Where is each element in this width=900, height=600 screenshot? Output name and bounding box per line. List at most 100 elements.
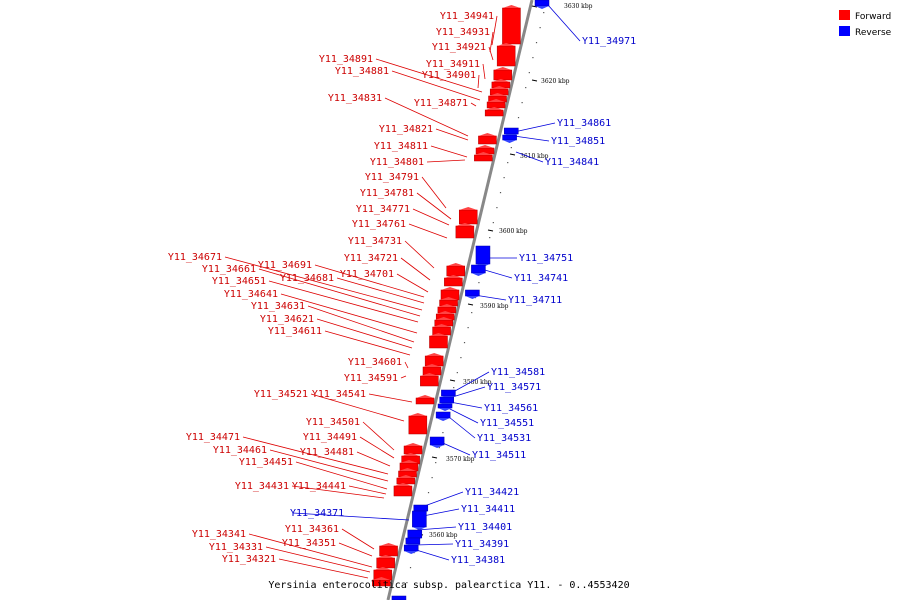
tick-mark	[531, 5, 538, 8]
minor-tick	[406, 582, 408, 584]
forward-gene-arrowhead	[487, 99, 506, 102]
reverse-gene-label: Y11_34751	[519, 253, 573, 264]
reverse-gene-block	[413, 504, 429, 512]
forward-gene-arrowhead	[399, 460, 418, 463]
minor-tick	[427, 492, 430, 494]
reverse-gene-block	[403, 544, 419, 552]
forward-gene-block	[496, 45, 516, 67]
reverse-gene-arrowhead	[436, 418, 451, 421]
forward-gene-label: Y11_34641	[224, 289, 278, 300]
minor-tick	[517, 117, 520, 119]
reverse-gene-label: Y11_34551	[480, 418, 534, 429]
forward-leader-line	[426, 159, 466, 163]
forward-leader-line	[408, 223, 448, 239]
minor-tick	[492, 222, 494, 224]
reverse-gene-label: Y11_34411	[461, 504, 515, 515]
forward-gene-label: Y11_34901	[422, 70, 476, 81]
forward-gene-block	[376, 557, 395, 569]
forward-gene-block	[422, 366, 442, 376]
forward-gene-arrowhead	[398, 468, 417, 471]
minor-tick	[435, 462, 437, 464]
forward-gene-arrowhead	[502, 5, 521, 8]
reverse-gene-label: Y11_34421	[465, 487, 519, 498]
forward-gene-label: Y11_34501	[306, 417, 360, 428]
forward-gene-arrowhead	[491, 79, 510, 82]
forward-gene-label: Y11_34911	[426, 59, 480, 70]
forward-gene-label: Y11_34341	[192, 529, 246, 540]
forward-leader-line	[295, 461, 388, 490]
reverse-leader-line	[416, 526, 457, 531]
forward-gene-label: Y11_34721	[344, 253, 398, 264]
forward-gene-label: Y11_34921	[432, 42, 486, 53]
forward-gene-label: Y11_34681	[280, 273, 334, 284]
minor-tick	[528, 72, 530, 74]
minor-tick	[453, 387, 455, 389]
forward-gene-label: Y11_34491	[303, 432, 357, 443]
forward-leader-line	[265, 546, 371, 573]
forward-gene-block	[429, 335, 448, 349]
minor-tick	[478, 282, 480, 284]
genome-caption: Yersinia enterocolitica subsp. palearcti…	[268, 580, 629, 591]
forward-gene-block	[393, 485, 413, 497]
forward-gene-block	[458, 209, 478, 225]
gene-labels: Y11_34941Y11_34931Y11_34921Y11_34911Y11_…	[168, 11, 636, 566]
forward-leader-line	[268, 280, 419, 323]
forward-leader-line	[307, 305, 415, 343]
forward-gene-label: Y11_34701	[340, 269, 394, 280]
forward-gene-arrowhead	[432, 324, 451, 327]
minor-tick	[539, 27, 541, 29]
forward-gene-arrowhead	[429, 333, 448, 336]
forward-gene-arrowhead	[404, 443, 423, 446]
forward-gene-block	[420, 375, 439, 387]
forward-leader-line	[430, 145, 468, 158]
reverse-gene-label: Y11_34741	[514, 273, 568, 284]
forward-leader-line	[412, 208, 450, 226]
forward-gene-label: Y11_34321	[222, 554, 276, 565]
forward-leader-line	[348, 485, 387, 495]
reverse-gene-block	[439, 396, 454, 404]
forward-gene-block	[424, 355, 444, 367]
forward-gene-label: Y11_34441	[292, 481, 346, 492]
reverse-gene-block	[504, 127, 519, 135]
forward-gene-label: Y11_34931	[436, 27, 490, 38]
minor-tick	[431, 477, 433, 479]
reverse-gene-label: Y11_34971	[582, 36, 636, 47]
reverse-leader-line	[445, 406, 479, 424]
forward-gene-arrowhead	[493, 67, 512, 70]
reverse-gene-block	[465, 289, 480, 297]
forward-gene-block	[493, 69, 513, 81]
gene-leader-lines	[224, 4, 581, 579]
tick-label: 3580 kbp	[463, 379, 492, 386]
forward-leader-line	[375, 58, 483, 93]
forward-gene-arrowhead	[490, 86, 509, 89]
forward-gene-arrowhead	[497, 43, 516, 46]
forward-gene-block	[396, 477, 416, 485]
forward-gene-block	[408, 415, 428, 435]
forward-gene-label: Y11_34461	[213, 445, 267, 456]
minor-tick	[507, 162, 509, 164]
forward-leader-line	[258, 268, 421, 317]
forward-leader-line	[391, 70, 481, 101]
reverse-gene-label: Y11_34581	[491, 367, 545, 378]
forward-gene-label: Y11_34451	[239, 457, 293, 468]
forward-gene-arrowhead	[396, 475, 415, 478]
forward-gene-arrowhead	[478, 133, 497, 136]
tick-mark	[509, 153, 516, 156]
minor-tick	[456, 372, 458, 374]
reverse-leader-line	[292, 512, 410, 521]
reverse-gene-block	[471, 264, 486, 274]
forward-gene-block	[403, 445, 423, 455]
minor-tick	[510, 147, 512, 149]
minor-tick	[467, 327, 469, 329]
forward-leader-line	[400, 375, 407, 379]
forward-gene-block	[486, 101, 506, 109]
forward-gene-arrowhead	[437, 304, 456, 307]
forward-leader-line	[396, 273, 429, 293]
minor-tick	[442, 432, 444, 434]
forward-gene-arrowhead	[459, 207, 478, 210]
tick-mark	[531, 79, 538, 82]
minor-tick	[499, 192, 502, 194]
tick-mark	[431, 456, 438, 459]
reverse-gene-block	[429, 436, 445, 446]
legend-reverse-swatch	[839, 26, 850, 36]
